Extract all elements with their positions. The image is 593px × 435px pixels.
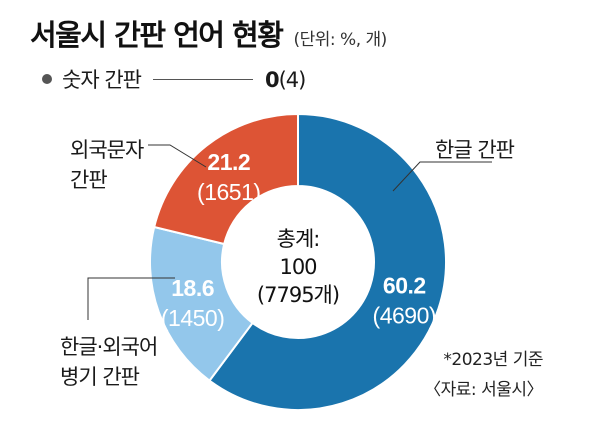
legend-leader-line — [152, 78, 253, 80]
label-foreign-line2: 간판 — [70, 168, 108, 192]
count-label-korean: (4690) — [373, 302, 436, 328]
legend-label: 숫자 간판 — [62, 68, 142, 92]
legend-marker-icon — [42, 74, 52, 84]
value-label-mixed: 18.6 — [171, 275, 214, 301]
unit-note: (단위: %, 개) — [293, 30, 388, 50]
center-total-label: 총계: — [277, 227, 320, 251]
value-label-korean: 60.2 — [383, 272, 426, 298]
label-mixed-line2: 병기 간판 — [60, 365, 140, 389]
chart-title: 서울시 간판 언어 현황 — [30, 18, 284, 52]
label-foreign: 외국문자 간판 — [70, 135, 144, 195]
value-label-foreign: 21.2 — [207, 149, 250, 175]
center-total-count: (7795개) — [257, 283, 339, 307]
label-foreign-line1: 외국문자 — [70, 138, 144, 162]
slice-mixed — [149, 225, 254, 383]
count-label-mixed: (1450) — [161, 305, 224, 331]
leader-line-korean — [392, 161, 492, 192]
leader-line-mixed — [87, 277, 175, 320]
slice-foreign — [152, 112, 299, 246]
leader-line-foreign — [148, 144, 207, 168]
label-mixed: 한글·외국어 병기 간판 — [60, 332, 158, 392]
count-label-foreign: (1651) — [197, 179, 260, 205]
footnote-source: 〈자료: 서울시〉 — [424, 380, 543, 400]
label-korean: 한글 간판 — [435, 135, 515, 165]
slice-korean — [208, 112, 447, 411]
legend-item-numeric: 숫자 간판 0(4) — [42, 64, 307, 94]
center-total-value: 100 — [279, 255, 316, 279]
legend-value: 0 — [264, 68, 280, 92]
legend-count: (4) — [278, 68, 307, 92]
footnote: *2023년 기준 〈자료: 서울시〉 — [424, 345, 543, 405]
footnote-date: *2023년 기준 — [443, 350, 543, 370]
chart-header: 서울시 간판 언어 현황 (단위: %, 개) — [30, 12, 387, 54]
label-mixed-line1: 한글·외국어 — [60, 335, 158, 359]
label-korean-line1: 한글 간판 — [435, 138, 515, 162]
